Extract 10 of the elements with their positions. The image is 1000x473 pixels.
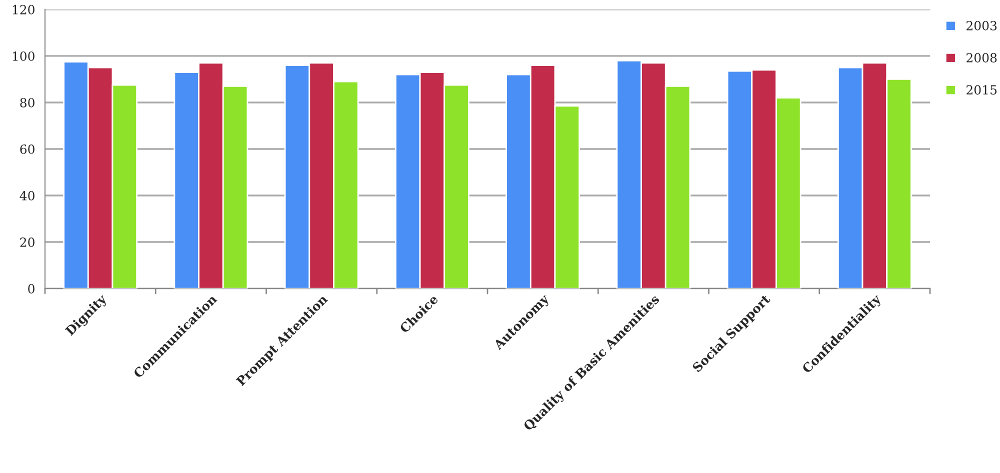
legend-label: 2003 (966, 20, 997, 30)
y-tick-label: 0 (28, 284, 34, 294)
y-tick-label: 120 (12, 4, 34, 14)
legend-label: 2015 (966, 85, 997, 95)
legend-label: 2008 (966, 53, 997, 62)
y-tick-label: 20 (20, 237, 34, 247)
y-tick-label: 100 (12, 51, 34, 61)
y-tick-label: 60 (20, 144, 34, 154)
y-tick-label: 80 (20, 98, 34, 108)
y-tick-label: 40 (20, 190, 34, 200)
